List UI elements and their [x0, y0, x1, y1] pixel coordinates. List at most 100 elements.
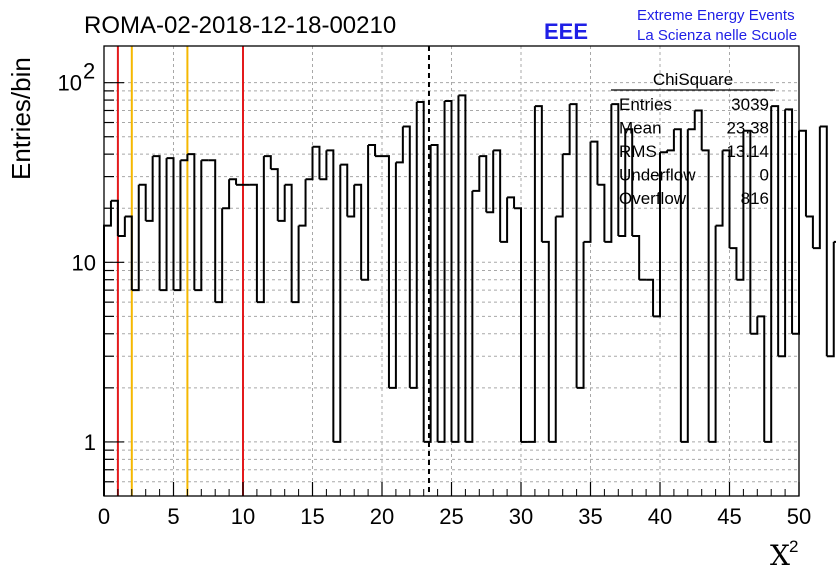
- histogram-bin: [500, 197, 509, 243]
- histogram-bin: [743, 129, 752, 334]
- histogram-bin: [479, 155, 488, 213]
- histogram-bin: [402, 125, 411, 388]
- histogram-bin: [277, 184, 286, 222]
- histogram-bin: [819, 125, 828, 357]
- logo-tagline-2: La Scienza nelle Scuole: [637, 27, 797, 44]
- histogram-bin: [291, 225, 300, 304]
- histogram-bin: [812, 126, 821, 250]
- stats-row: Underflow 0: [619, 166, 769, 185]
- histogram-bin: [555, 154, 564, 218]
- x-axis-title: X 2: [770, 537, 798, 572]
- histogram-bin: [117, 216, 126, 238]
- stats-row-value: 3039: [731, 95, 769, 114]
- histogram-bin: [159, 158, 168, 292]
- histogram-bin: [215, 208, 224, 304]
- histogram-bin: [388, 162, 397, 389]
- histogram-bin: [249, 183, 258, 303]
- histogram-bin: [625, 128, 634, 237]
- histogram-bin: [326, 149, 335, 442]
- histogram-bin: [514, 207, 522, 442]
- histogram-bin: [646, 278, 655, 317]
- x-tick-label: 10: [231, 504, 255, 529]
- histogram-bin: [778, 109, 787, 358]
- y-tick-label: 10 2: [58, 59, 96, 96]
- stats-row-label: Entries: [619, 95, 672, 114]
- x-axis-title-superscript: 2: [789, 537, 798, 556]
- histogram-bin: [805, 215, 814, 249]
- x-tick-label: 50: [787, 504, 811, 529]
- histogram-bin: [493, 149, 502, 242]
- stats-row-value: 13.14: [726, 142, 769, 161]
- stats-row-value: 816: [741, 189, 769, 208]
- run-title: ROMA-02-2018-12-18-00210: [84, 12, 396, 39]
- histogram-bin: [534, 105, 543, 242]
- histogram-bin: [548, 216, 557, 443]
- histogram-bin: [444, 100, 453, 442]
- histogram-bin: [687, 110, 696, 131]
- histogram-bin: [799, 129, 807, 217]
- histogram-bin: [229, 178, 238, 185]
- histogram-bin: [319, 150, 328, 181]
- histogram-bin: [736, 130, 745, 281]
- stats-row: Overflow 816: [619, 189, 769, 208]
- histogram-bin: [340, 163, 349, 217]
- histogram-bin: [680, 129, 689, 443]
- histogram-bin: [263, 155, 272, 170]
- histogram-bin: [138, 183, 147, 221]
- histogram-bin: [382, 155, 390, 388]
- grid: [104, 46, 799, 496]
- x-tick-label: 35: [578, 504, 602, 529]
- y-tick-label-exponent: 2: [83, 59, 95, 84]
- histogram-bin: [284, 183, 293, 303]
- histogram-bin: [604, 104, 613, 243]
- histogram-bin: [653, 152, 661, 318]
- histogram-bin: [715, 150, 724, 227]
- histogram-bin: [187, 153, 196, 291]
- histogram-bin: [430, 143, 439, 442]
- histogram-bin: [173, 160, 182, 292]
- histogram-bin: [145, 156, 154, 222]
- histogram-bin: [750, 316, 759, 335]
- histogram-bin: [666, 129, 675, 152]
- histogram-bin: [507, 196, 516, 209]
- x-tick-label: 15: [300, 504, 324, 529]
- y-tick-label-text: 10: [72, 250, 96, 275]
- histogram-bin: [562, 104, 571, 156]
- histogram-bin: [124, 215, 133, 291]
- histogram-bin: [541, 240, 550, 442]
- x-tick-label: 5: [167, 504, 179, 529]
- histogram-bin: [423, 144, 432, 443]
- histogram-bin: [757, 315, 766, 442]
- stats-row-label: RMS: [619, 142, 657, 161]
- histogram-bin: [722, 149, 731, 249]
- histogram-bin: [180, 154, 189, 162]
- histogram-bin: [701, 149, 710, 442]
- stats-row-label: Overflow: [619, 189, 687, 208]
- x-tick-label: 20: [370, 504, 394, 529]
- histogram-bin: [194, 160, 203, 292]
- y-tick-label: 1: [84, 430, 96, 455]
- histogram-bin: [708, 225, 717, 443]
- histogram-bin: [597, 183, 606, 242]
- histogram-bars: [103, 94, 836, 496]
- histogram-bin: [208, 159, 217, 303]
- histogram-bin: [166, 157, 175, 291]
- histogram-bin: [771, 105, 780, 357]
- histogram-bin: [110, 199, 119, 237]
- stats-box: ChiSquare Entries 3039 Mean 23.38 RMS 13.14 Un…: [611, 70, 775, 208]
- stats-row: Entries 3039: [619, 95, 769, 114]
- histogram-bin: [527, 106, 536, 443]
- histogram-bin: [368, 143, 377, 157]
- stats-row-label: Underflow: [619, 166, 696, 185]
- histogram-bin: [673, 128, 682, 442]
- x-tick-label: 45: [717, 504, 741, 529]
- histogram-bin: [152, 155, 161, 291]
- histogram-bin: [660, 150, 668, 154]
- histogram-bin: [465, 190, 474, 443]
- histogram-bin: [569, 103, 578, 388]
- histogram-bin: [590, 140, 599, 185]
- logo-tagline-1: Extreme Energy Events: [637, 7, 795, 24]
- histogram-bin: [826, 241, 835, 358]
